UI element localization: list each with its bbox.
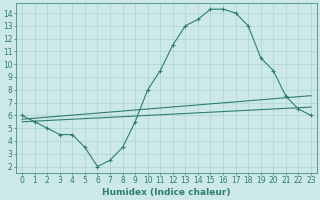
X-axis label: Humidex (Indice chaleur): Humidex (Indice chaleur) (102, 188, 231, 197)
